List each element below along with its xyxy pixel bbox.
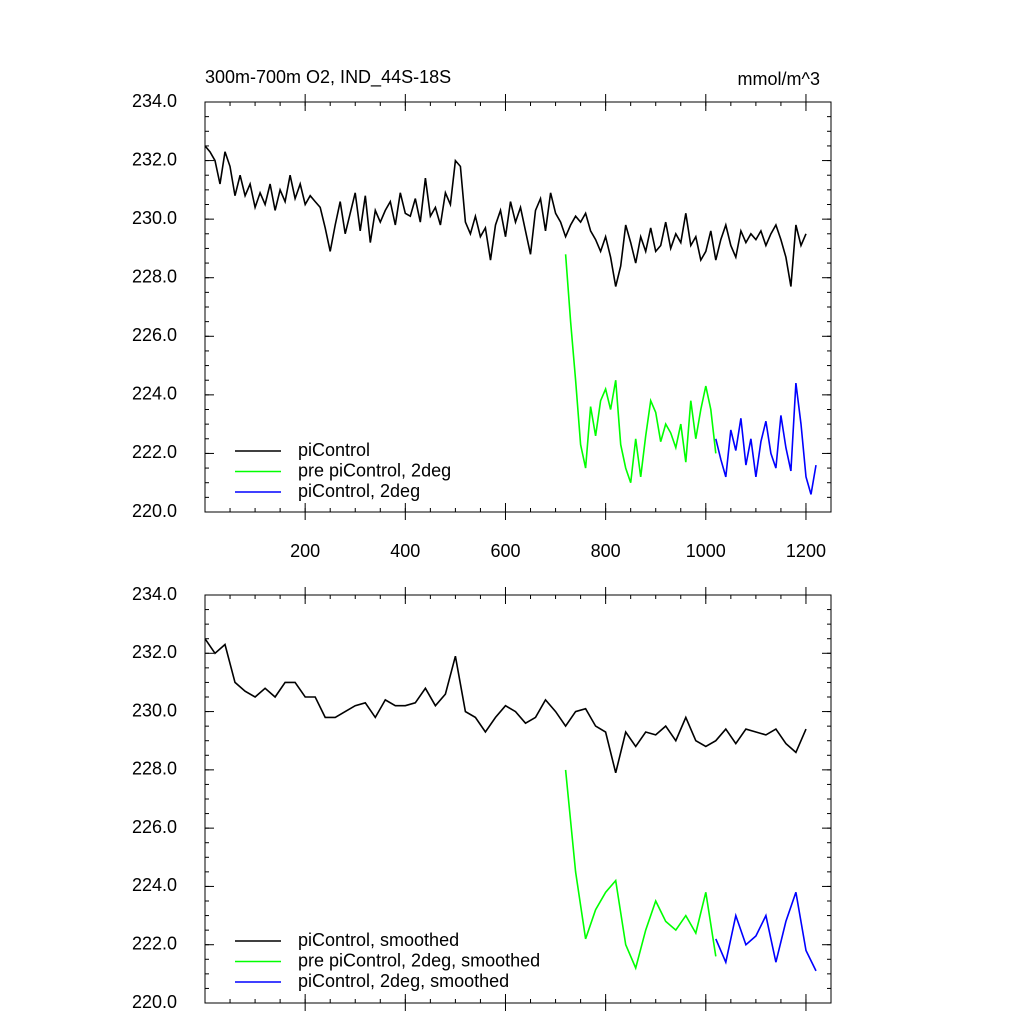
x-tick-label: 400 (390, 541, 420, 561)
y-tick-label: 224.0 (132, 875, 177, 895)
x-tick-label: 1200 (786, 541, 826, 561)
series-line (715, 383, 817, 495)
legend-label: piControl, 2deg (298, 481, 420, 501)
y-tick-label: 230.0 (132, 208, 177, 228)
series-line (204, 145, 807, 287)
y-tick-label: 222.0 (132, 442, 177, 462)
series-line (204, 638, 807, 773)
y-tick-label: 220.0 (132, 992, 177, 1012)
legend-label: piControl, 2deg, smoothed (298, 971, 509, 991)
y-tick-label: 228.0 (132, 759, 177, 779)
y-tick-label: 232.0 (132, 642, 177, 662)
y-tick-label: 232.0 (132, 149, 177, 169)
y-tick-label: 222.0 (132, 933, 177, 953)
legend-label: piControl, smoothed (298, 930, 459, 950)
x-tick-label: 200 (290, 541, 320, 561)
y-tick-label: 230.0 (132, 700, 177, 720)
series-line (564, 769, 717, 971)
y-tick-label: 234.0 (132, 91, 177, 111)
x-tick-label: 600 (490, 541, 520, 561)
y-tick-label: 234.0 (132, 584, 177, 604)
y-tick-label: 220.0 (132, 501, 177, 521)
series-line (564, 254, 717, 483)
x-tick-label: 800 (591, 541, 621, 561)
units-label: mmol/m^3 (738, 69, 820, 89)
legend-label: piControl (298, 440, 370, 460)
chart-title: 300m-700m O2, IND_44S-18S (205, 67, 451, 88)
series-line (715, 892, 817, 972)
x-tick-label: 1000 (686, 541, 726, 561)
legend-label: pre piControl, 2deg, smoothed (298, 950, 540, 970)
y-tick-label: 226.0 (132, 325, 177, 345)
y-tick-label: 224.0 (132, 384, 177, 404)
legend-label: pre piControl, 2deg (298, 460, 451, 480)
y-tick-label: 228.0 (132, 266, 177, 286)
y-tick-label: 226.0 (132, 817, 177, 837)
